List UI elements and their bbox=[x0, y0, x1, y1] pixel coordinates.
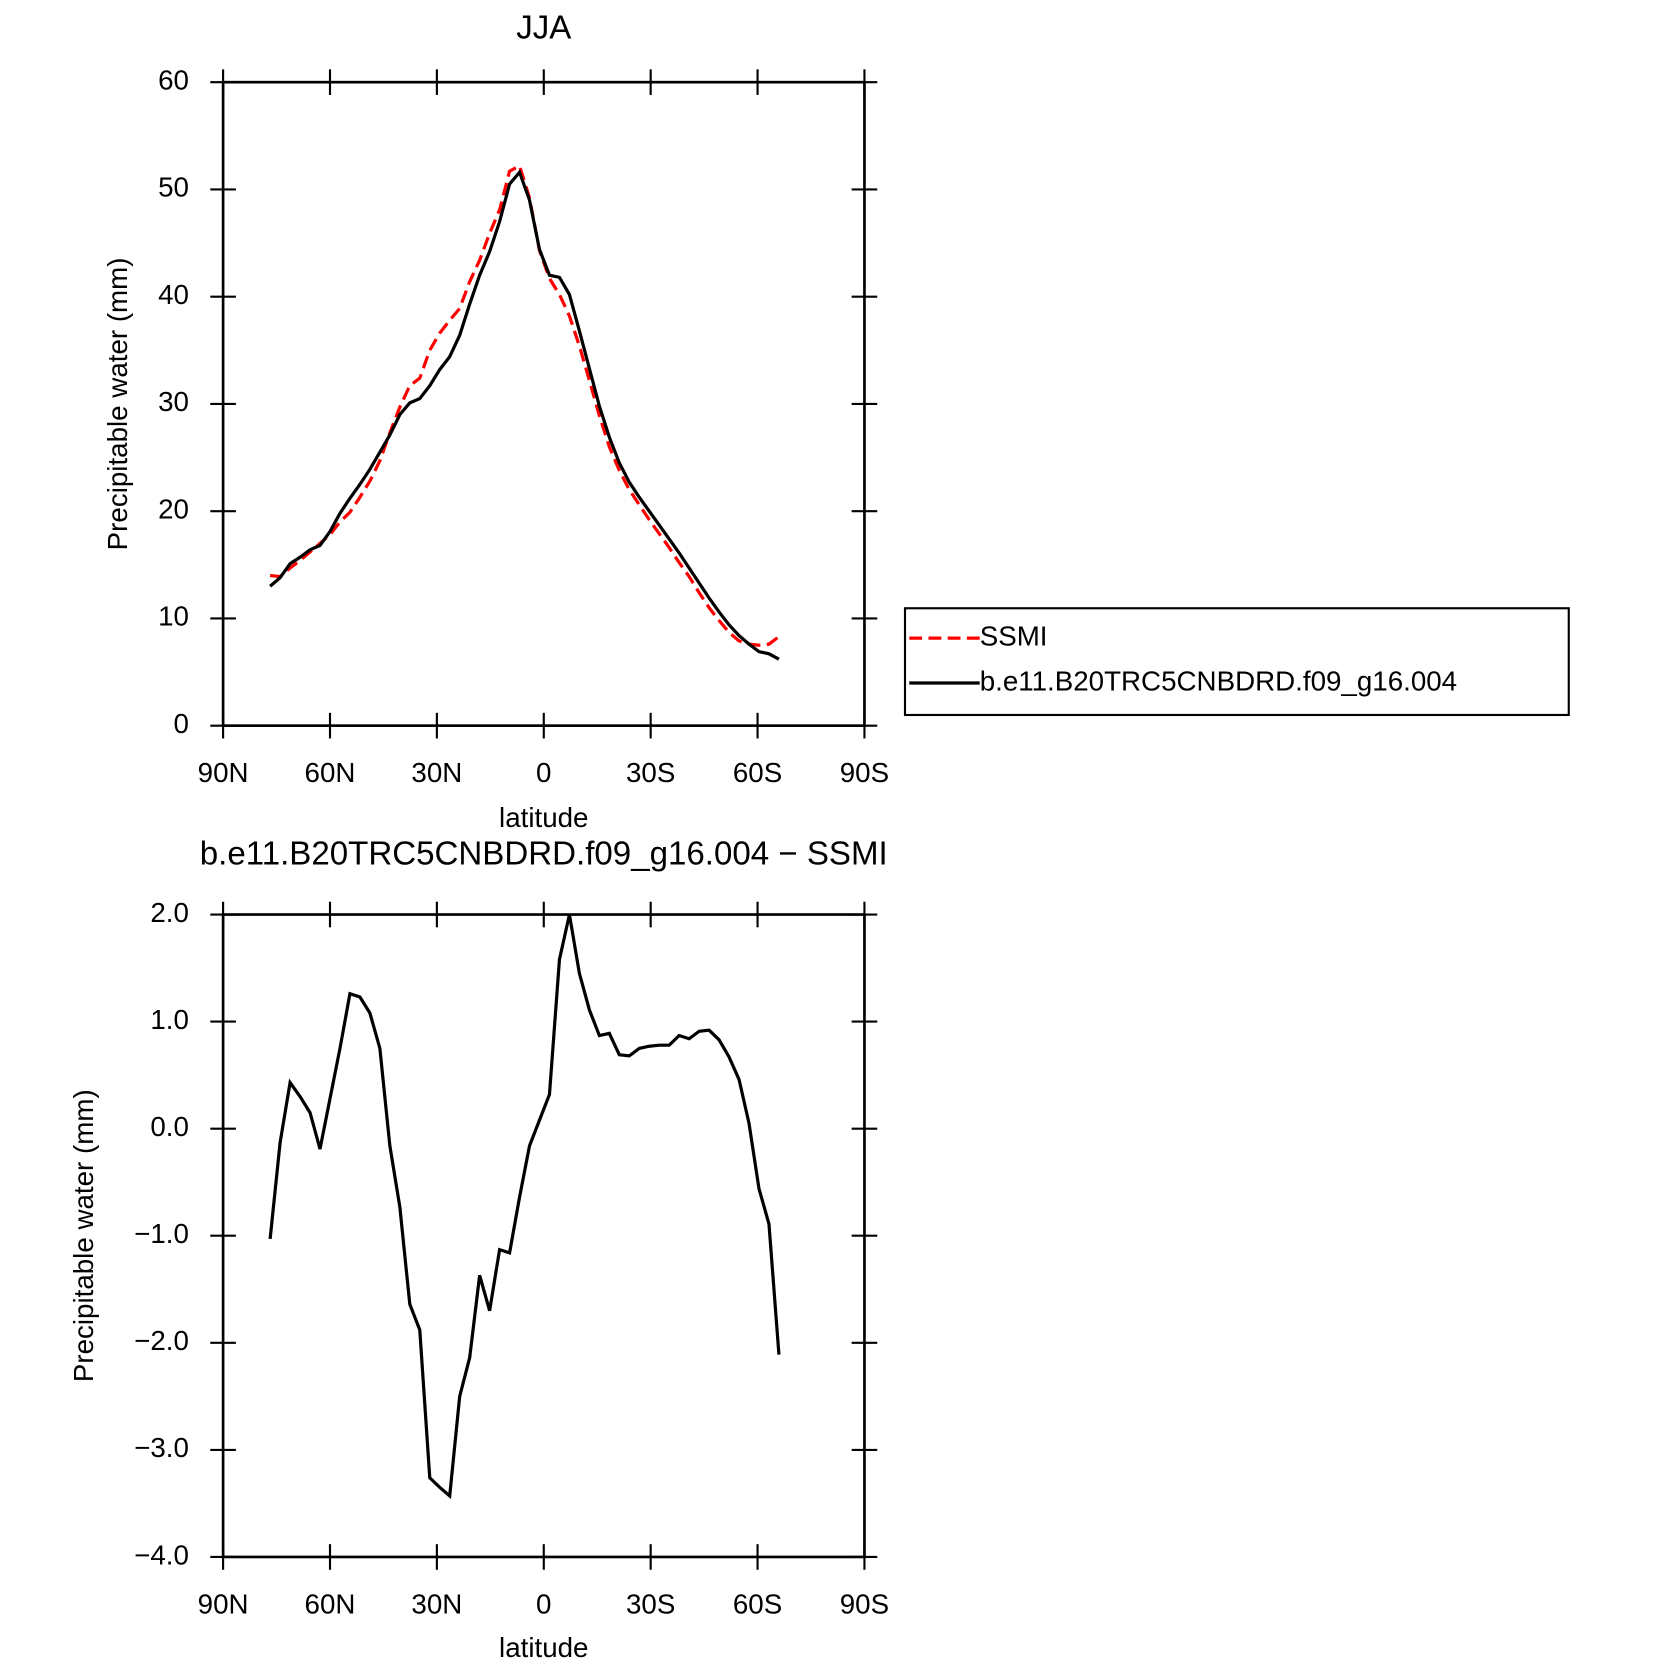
y-tick-label: 60 bbox=[158, 64, 189, 95]
y-tick-label: 2.0 bbox=[150, 897, 189, 928]
y-tick-label: 40 bbox=[158, 279, 189, 310]
y-tick-label: 10 bbox=[158, 601, 189, 632]
x-tick-label: 30N bbox=[411, 1588, 462, 1619]
x-axis-label: latitude bbox=[499, 1632, 588, 1663]
y-tick-label: −2.0 bbox=[134, 1325, 189, 1356]
y-tick-label: 50 bbox=[158, 172, 189, 203]
x-tick-label: 30S bbox=[626, 1588, 675, 1619]
x-axis-label: latitude bbox=[499, 802, 588, 833]
x-tick-label: 90N bbox=[198, 1588, 249, 1619]
legend-label: b.e11.B20TRC5CNBDRD.f09_g16.004 bbox=[980, 665, 1457, 696]
y-tick-label: −3.0 bbox=[134, 1432, 189, 1463]
y-tick-label: 0.0 bbox=[150, 1111, 189, 1142]
x-tick-label: 60S bbox=[733, 1588, 782, 1619]
y-tick-label: −1.0 bbox=[134, 1218, 189, 1249]
y-tick-label: 1.0 bbox=[150, 1004, 189, 1035]
plot-frame bbox=[221, 913, 866, 1559]
x-tick-label: 0 bbox=[536, 1588, 551, 1619]
y-tick-label: −4.0 bbox=[134, 1539, 189, 1570]
x-tick-label: 90N bbox=[198, 757, 249, 788]
legend: SSMI b.e11.B20TRC5CNBDRD.f09_g16.004 bbox=[903, 607, 1570, 717]
y-axis-label: Precipitable water (mm) bbox=[68, 1089, 99, 1382]
legend-label: SSMI bbox=[980, 620, 1048, 651]
x-tick-label: 30N bbox=[411, 757, 462, 788]
x-tick-label: 90S bbox=[840, 757, 889, 788]
y-tick-label: 0 bbox=[174, 708, 189, 739]
chart-title: JJA bbox=[516, 10, 571, 47]
data-line bbox=[269, 169, 780, 661]
y-axis-label: Precipitable water (mm) bbox=[102, 257, 133, 550]
y-tick-label: 20 bbox=[158, 493, 189, 524]
x-tick-label: 90S bbox=[840, 1588, 889, 1619]
x-tick-label: 60S bbox=[733, 757, 782, 788]
plot-frame bbox=[221, 80, 866, 727]
chart-title: b.e11.B20TRC5CNBDRD.f09_g16.004 − SSMI bbox=[200, 836, 888, 873]
x-tick-label: 30S bbox=[626, 757, 675, 788]
data-line bbox=[269, 163, 780, 647]
x-tick-label: 60N bbox=[305, 757, 356, 788]
data-line bbox=[268, 914, 781, 1500]
x-tick-label: 0 bbox=[536, 757, 551, 788]
x-tick-label: 60N bbox=[305, 1588, 356, 1619]
y-tick-label: 30 bbox=[158, 386, 189, 417]
legend-box bbox=[903, 607, 1570, 717]
